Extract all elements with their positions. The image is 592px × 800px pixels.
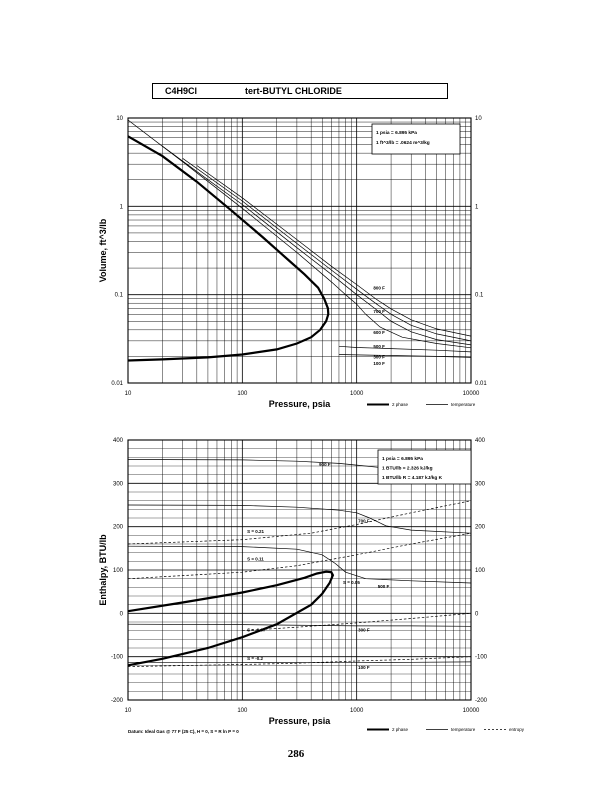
conversion-note: 1 psia = 6.895 kPa: [382, 456, 423, 462]
curve-label: 700 F: [358, 518, 370, 523]
legend-label: entropy: [509, 727, 525, 732]
plot-frame: [127, 439, 472, 701]
curve-label: 300 F: [373, 354, 385, 359]
y-tick-label: 0.01: [111, 381, 123, 387]
x-tick-label: 10: [125, 391, 132, 397]
y-tick-label-right: 200: [475, 525, 486, 531]
y-tick-label-right: 0.01: [475, 381, 487, 387]
conversion-note: 1 BTU/lb = 2.326 kJ/kg: [382, 466, 433, 472]
y-tick-label: 0.1: [115, 293, 124, 299]
y-tick-label: 200: [113, 525, 124, 531]
curve-label: S = 0.05: [343, 580, 360, 585]
y-tick-label-right: 100: [475, 568, 486, 574]
x-tick-label: 10: [125, 708, 132, 714]
x-tick-label: 1000: [350, 391, 364, 397]
series-line-500-f: [127, 545, 472, 584]
x-tick-label: 100: [237, 391, 248, 397]
series-line-300-f: [127, 623, 472, 627]
curve-label: 500 F: [378, 584, 390, 589]
series-line-s-0-11: [127, 532, 472, 580]
x-axis-label: Pressure, psia: [269, 716, 332, 726]
series-line-300-f: [338, 345, 472, 353]
curve-label: 500 F: [373, 344, 385, 349]
series-line-s-0-2: [127, 656, 472, 667]
legend-label: temperature: [451, 402, 476, 407]
y-tick-label: 10: [116, 116, 123, 122]
curve-label: 800 F: [373, 285, 385, 290]
chemical-formula: C4H9Cl: [165, 86, 198, 96]
chart-title-box: C4H9Cl tert-BUTYL CHLORIDE: [152, 83, 448, 99]
y-tick-label-right: -100: [475, 655, 488, 661]
conversion-note-box: [371, 123, 461, 155]
conversion-note: 1 psia = 6.895 kPa: [376, 130, 417, 136]
conversion-note: 1 BTU/lb R = 4.187 kJ/kg K: [382, 475, 443, 481]
series-line-s-0-07: [242, 612, 472, 632]
page-number: 286: [287, 748, 305, 760]
curve-label: 100 F: [358, 665, 370, 670]
curve-label: 100 F: [373, 361, 385, 366]
series-line-600-f: [162, 145, 472, 346]
x-tick-label: 10000: [463, 391, 480, 397]
y-tick-label-right: 300: [475, 481, 486, 487]
y-tick-label-right: 1: [475, 204, 479, 210]
compound-name: tert-BUTYL CHLORIDE: [245, 86, 342, 96]
curve-label: 700 F: [373, 309, 385, 314]
y-tick-label-right: -200: [475, 698, 488, 704]
conversion-note-box: [377, 449, 472, 485]
y-tick-label: -200: [111, 698, 124, 704]
curve-label: S = 0.11: [247, 556, 264, 561]
x-tick-label: 10000: [463, 708, 480, 714]
y-tick-label: 0: [120, 611, 124, 617]
curve-label: S = -0.2: [247, 656, 263, 661]
series-line-500-f: [127, 119, 472, 349]
series-line-700-f: [127, 504, 472, 534]
series-line-s-0-21: [127, 500, 472, 545]
y-axis-label: Volume, ft^3/lb: [98, 218, 108, 282]
legend-label: temperature: [451, 727, 476, 732]
x-axis-label: Pressure, psia: [269, 399, 332, 409]
legend-label: 2 phase: [392, 402, 409, 407]
curve-label: S = 0.21: [247, 529, 264, 534]
curve-label: 600 F: [373, 330, 385, 335]
series-line-100-f: [128, 661, 472, 664]
conversion-note: 1 ft^3/lb = .0624 m^3/kg: [376, 140, 430, 146]
y-tick-label-right: 0: [475, 611, 479, 617]
y-tick-label: 400: [113, 438, 124, 444]
y-tick-label-right: 0.1: [475, 293, 484, 299]
series-line-2-phase: [127, 135, 330, 362]
series-line-700-f: [182, 158, 472, 342]
y-tick-label: 1: [120, 204, 124, 210]
x-tick-label: 1000: [350, 708, 364, 714]
chart-1: 10 100 1000 100001010.10.011010.10.01Pressu…: [98, 116, 487, 409]
chart-2: 10 100 1000 100004003002001000-100-20040030…: [98, 438, 525, 734]
x-tick-label: 100: [237, 708, 248, 714]
y-tick-label: 300: [113, 481, 124, 487]
plot-frame: [127, 117, 472, 384]
y-axis-label: Enthalpy, BTU/lb: [98, 534, 108, 606]
curve-label: S = -0.07: [247, 628, 266, 633]
series-line-800-f: [196, 165, 472, 337]
curve-label: 900 F: [319, 462, 331, 467]
legend-label: 2 phase: [392, 727, 409, 732]
y-tick-label-right: 10: [475, 116, 482, 122]
datum-note: Datum: Ideal Gas @ 77 F (25 C), H = 0, S…: [128, 729, 239, 734]
series-line-100-f: [338, 354, 472, 358]
y-tick-label-right: 400: [475, 438, 486, 444]
y-tick-label: 100: [113, 568, 124, 574]
series-line-2-phase: [127, 570, 335, 667]
curve-label: 300 F: [358, 628, 370, 633]
y-tick-label: -100: [111, 655, 124, 661]
